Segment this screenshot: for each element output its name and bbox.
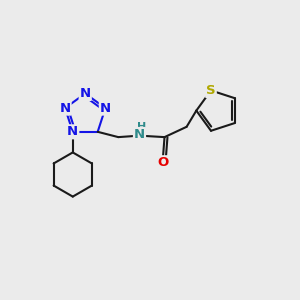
Text: N: N [80,87,91,100]
Text: S: S [206,84,216,97]
Text: N: N [59,102,70,115]
Text: N: N [67,125,78,138]
Text: N: N [100,102,111,115]
Text: O: O [158,156,169,169]
Text: H: H [137,122,146,132]
Text: N: N [134,128,145,141]
